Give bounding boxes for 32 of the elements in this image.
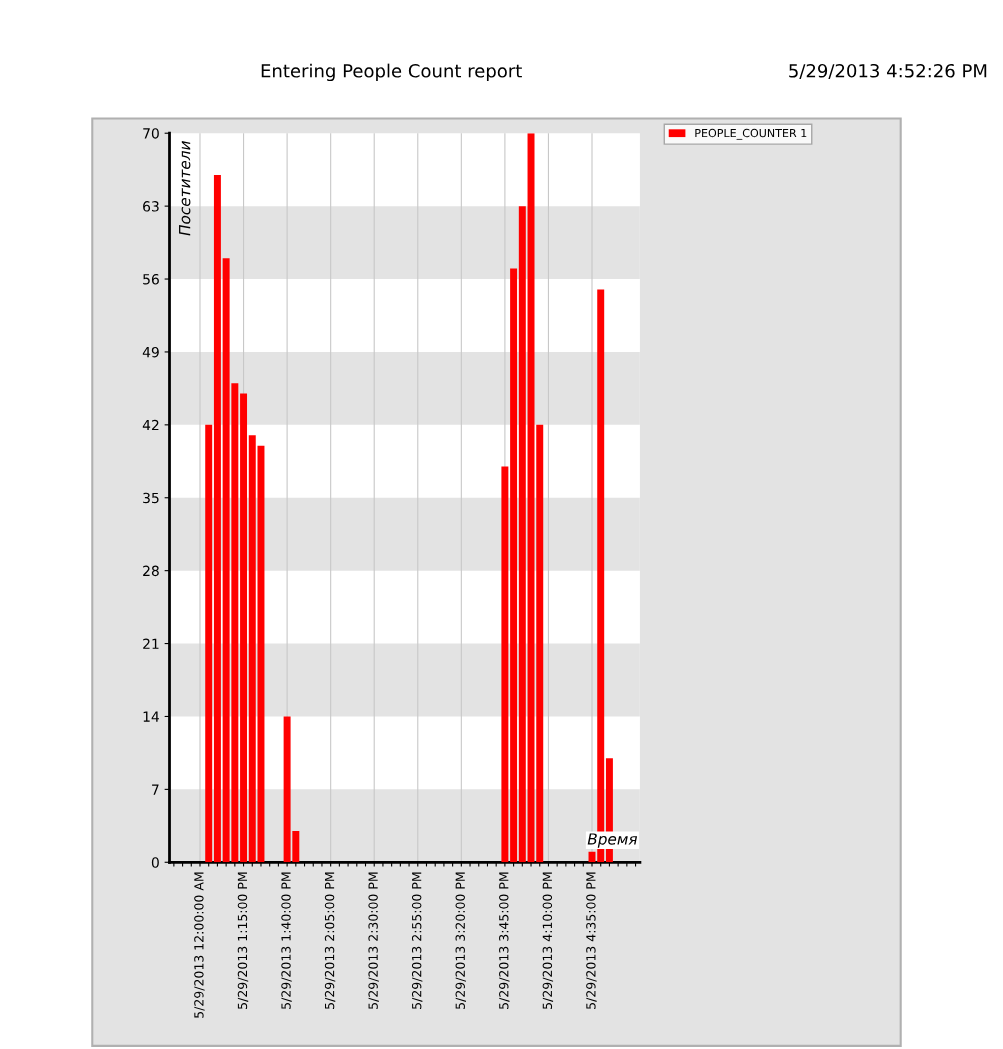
chart-title: Entering People Count report bbox=[261, 63, 522, 82]
y-tick-label: 70 bbox=[143, 128, 159, 139]
x-tick-label: 5/29/2013 4:35:00 PM bbox=[586, 872, 597, 1009]
y-tick-label: 14 bbox=[143, 711, 160, 722]
y-tick-label: 21 bbox=[143, 638, 159, 649]
x-tick-label: 5/29/2013 3:45:00 PM bbox=[499, 872, 510, 1009]
y-tick-label: 56 bbox=[143, 274, 159, 285]
legend-label: PEOPLE_COUNTER 1 bbox=[695, 128, 807, 140]
x-tick-label: 5/29/2013 4:10:00 PM bbox=[542, 872, 554, 1009]
bar bbox=[501, 466, 509, 863]
y-tick-label: 42 bbox=[142, 419, 159, 431]
bar bbox=[518, 206, 526, 863]
y-axis-title: Посетители bbox=[179, 141, 191, 236]
y-tick-label: 7 bbox=[152, 784, 159, 795]
x-tick-label: 5/29/2013 1:15:00 PM bbox=[237, 872, 249, 1009]
y-tick-label: 28 bbox=[143, 565, 159, 577]
bar bbox=[240, 393, 248, 863]
bar bbox=[213, 174, 221, 863]
bar bbox=[205, 424, 213, 863]
y-tick-label: 49 bbox=[142, 346, 159, 358]
text: 5/29/2013 4:52:26 PM bbox=[789, 63, 987, 80]
x-tick-label: 5/29/2013 2:05:00 PM bbox=[324, 872, 336, 1009]
y-tick-label: 63 bbox=[143, 201, 159, 212]
x-tick-label: 5/29/2013 2:55:00 PM bbox=[411, 872, 423, 1009]
x-tick-label: 5/29/2013 1:40:00 PM bbox=[281, 872, 292, 1009]
x-tick-label: 5/29/2013 12:00:00 AM bbox=[194, 872, 205, 1018]
x-tick-label: 5/29/2013 2:30:00 PM bbox=[368, 872, 379, 1009]
x-tick-label: 5/29/2013 3:20:00 PM bbox=[455, 872, 466, 1009]
bar bbox=[510, 268, 518, 863]
y-tick-label: 0 bbox=[151, 857, 159, 868]
x-axis-title: Время bbox=[587, 833, 638, 848]
y-tick-label: 35 bbox=[143, 492, 159, 504]
